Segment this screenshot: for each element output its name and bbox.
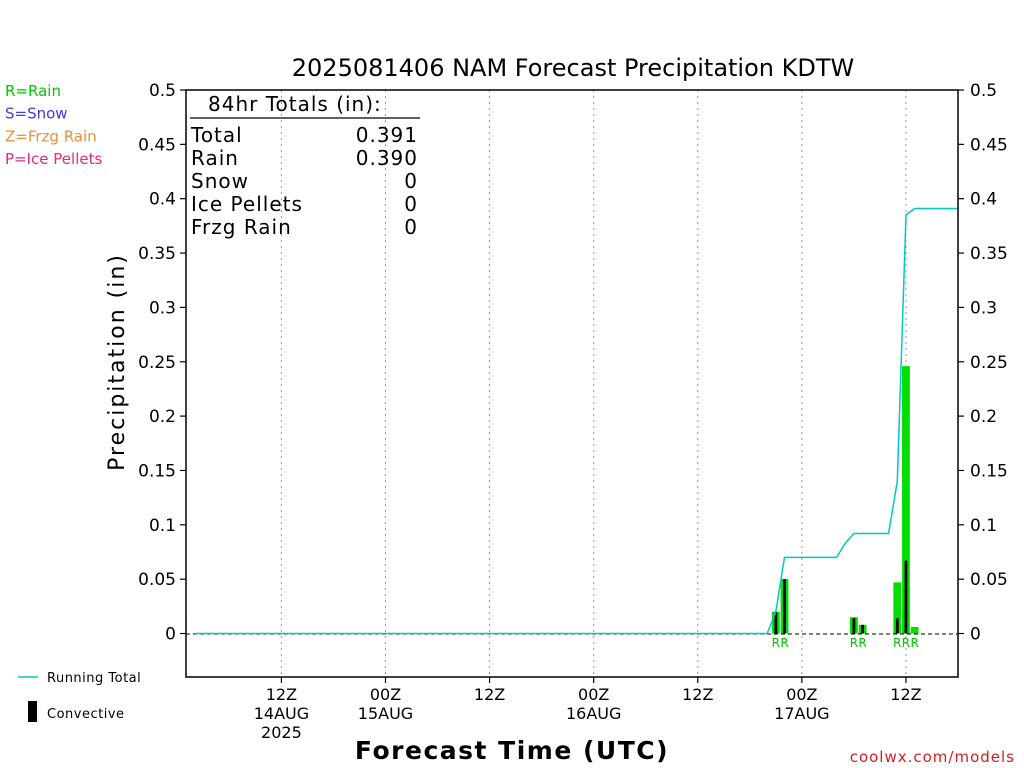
rain-bar <box>902 366 910 634</box>
y-tick-label-right: 0.2 <box>970 407 997 427</box>
ptype-legend-item: Z=Frzg Rain <box>5 127 97 145</box>
convective-bar <box>861 624 864 634</box>
plot-frame <box>185 89 959 678</box>
y-tick-label-right: 0.3 <box>970 298 997 318</box>
convective-bar <box>895 618 899 634</box>
y-axis-left: 0 0.05 0.1 0.15 0.2 0.25 0.3 0.35 0.4 0.45 0.5 <box>138 81 186 645</box>
rain-bar <box>893 582 902 634</box>
y-tick-label-left: 0 <box>165 625 176 645</box>
x-tick-label: 00Z <box>786 685 817 704</box>
x-tick-label: 12Z <box>266 685 297 704</box>
ptype-marker: R <box>850 636 858 650</box>
ptype-marker: R <box>772 636 780 650</box>
ptype-legend-item: R=Rain <box>5 82 61 100</box>
y-tick-label-left: 0.45 <box>138 135 176 155</box>
ptype-marker: R <box>902 636 910 650</box>
ptype-marker: R <box>893 636 901 650</box>
totals-row-label: Frzg Rain <box>191 215 292 239</box>
y-tick-label-left: 0.2 <box>149 407 176 427</box>
y-tick-label-left: 0.35 <box>138 244 176 264</box>
x-tick-label: 12Z <box>474 685 505 704</box>
convective-bar <box>774 611 778 634</box>
x-tick-label: 16AUG <box>566 704 621 723</box>
totals-row-value: 0.390 <box>356 146 418 170</box>
legend-label: Convective <box>47 707 125 722</box>
rain-bar <box>910 626 919 634</box>
x-tick-label: 12Z <box>890 685 921 704</box>
legend-bar-swatch <box>28 701 37 722</box>
y-tick-label-right: 0.35 <box>970 244 1008 264</box>
legend-label: Running Total <box>47 671 141 686</box>
totals-row-label: Snow <box>191 169 249 193</box>
convective-bar <box>852 618 856 634</box>
y-tick-label-right: 0.15 <box>970 461 1008 481</box>
series-legend: Running Total Convective <box>18 671 141 722</box>
totals-row-label: Rain <box>191 146 239 170</box>
totals-heading: 84hr Totals (in): <box>208 92 382 116</box>
ptype-legend-item: P=Ice Pellets <box>5 150 102 168</box>
x-tick-label: 17AUG <box>774 704 829 723</box>
y-tick-label-left: 0.5 <box>149 81 176 101</box>
y-tick-label-right: 0.45 <box>970 135 1008 155</box>
y-tick-label-left: 0.15 <box>138 461 176 481</box>
y-axis-label: Precipitation (in) <box>105 253 130 471</box>
y-tick-label-right: 0.25 <box>970 353 1008 373</box>
y-axis-right: 0 0.05 0.1 0.15 0.2 0.25 0.3 0.35 0.4 0.45 0.5 <box>958 81 1008 645</box>
x-tick-label: 2025 <box>261 723 302 742</box>
chart-title: 2025081406 NAM Forecast Precipitation KD… <box>292 54 854 82</box>
y-tick-label-left: 0.25 <box>138 353 176 373</box>
totals-row-value: 0 <box>404 192 418 216</box>
x-tick-label: 15AUG <box>358 704 413 723</box>
totals-row-label: Total <box>190 123 243 147</box>
y-tick-label-right: 0.05 <box>970 570 1008 590</box>
ptype-legend: R=Rain S=Snow Z=Frzg Rain P=Ice Pellets <box>5 82 102 168</box>
x-tick-label: 12Z <box>682 685 713 704</box>
ptype-legend-item: S=Snow <box>5 105 68 123</box>
grid-lines <box>280 90 907 677</box>
y-tick-label-right: 0.5 <box>970 81 997 101</box>
y-tick-label-left: 0.05 <box>138 570 176 590</box>
y-tick-label-right: 0.1 <box>970 516 997 536</box>
y-tick-label-left: 0.4 <box>149 190 176 210</box>
convective-bar <box>904 560 908 634</box>
totals-row-label: Ice Pellets <box>191 192 303 216</box>
x-tick-label: 00Z <box>578 685 609 704</box>
credit-text: coolwx.com/models <box>850 748 1015 766</box>
totals-box: 84hr Totals (in): Total 0.391 Rain 0.390 Snow… <box>190 92 420 239</box>
totals-row-value: 0 <box>404 169 418 193</box>
running-total-series <box>194 207 958 635</box>
y-tick-label-right: 0.4 <box>970 190 997 210</box>
ptype-marker: R <box>858 636 866 650</box>
bars <box>771 366 919 634</box>
totals-row-value: 0.391 <box>356 123 418 147</box>
x-tick-label: 00Z <box>370 685 401 704</box>
convective-bar <box>783 579 786 634</box>
y-tick-label-right: 0 <box>970 625 981 645</box>
y-tick-label-left: 0.3 <box>149 298 176 318</box>
y-tick-label-left: 0.1 <box>149 516 176 536</box>
ptype-marker: R <box>780 636 788 650</box>
x-tick-label: 14AUG <box>254 704 309 723</box>
totals-row-value: 0 <box>404 215 418 239</box>
running-total-line <box>194 207 958 635</box>
ptype-marker: R <box>910 636 918 650</box>
x-axis-label: Forecast Time (UTC) <box>355 736 669 765</box>
